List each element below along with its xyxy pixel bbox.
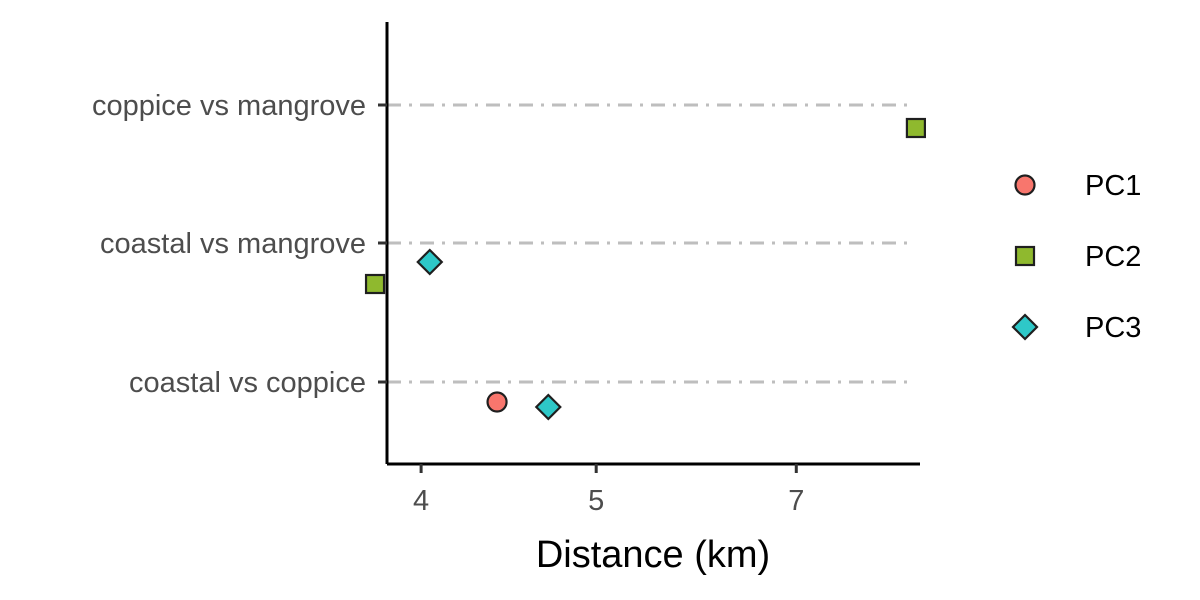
legend-label-pc3: PC3 — [1085, 312, 1141, 344]
data-point-pc3 — [416, 248, 444, 276]
data-point-pc2 — [905, 117, 927, 139]
y-tick-label: coastal vs coppice — [129, 367, 366, 399]
legend-key-pc2 — [1014, 245, 1036, 267]
x-tick-label: 7 — [788, 485, 804, 517]
data-points — [364, 117, 927, 421]
legend: PC1 PC2 PC3 — [1011, 170, 1141, 344]
y-axis: coastal vs coppice coastal vs mangrove cop… — [92, 22, 389, 464]
legend-label-pc2: PC2 — [1085, 241, 1141, 273]
data-point-pc1 — [486, 391, 508, 413]
y-tick-label: coppice vs mangrove — [92, 90, 366, 122]
x-tick-label: 5 — [588, 485, 604, 517]
x-axis: 4 5 7 — [387, 462, 920, 517]
gridlines — [387, 103, 910, 384]
legend-key-pc3 — [1011, 313, 1039, 341]
x-tick-label: 4 — [413, 485, 429, 517]
legend-label-pc1: PC1 — [1085, 170, 1141, 202]
data-point-pc2 — [364, 273, 386, 295]
legend-key-pc1 — [1014, 174, 1036, 196]
x-axis-title: Distance (km) — [536, 534, 770, 576]
y-tick-label: coastal vs mangrove — [100, 228, 366, 260]
data-point-pc3 — [534, 393, 562, 421]
